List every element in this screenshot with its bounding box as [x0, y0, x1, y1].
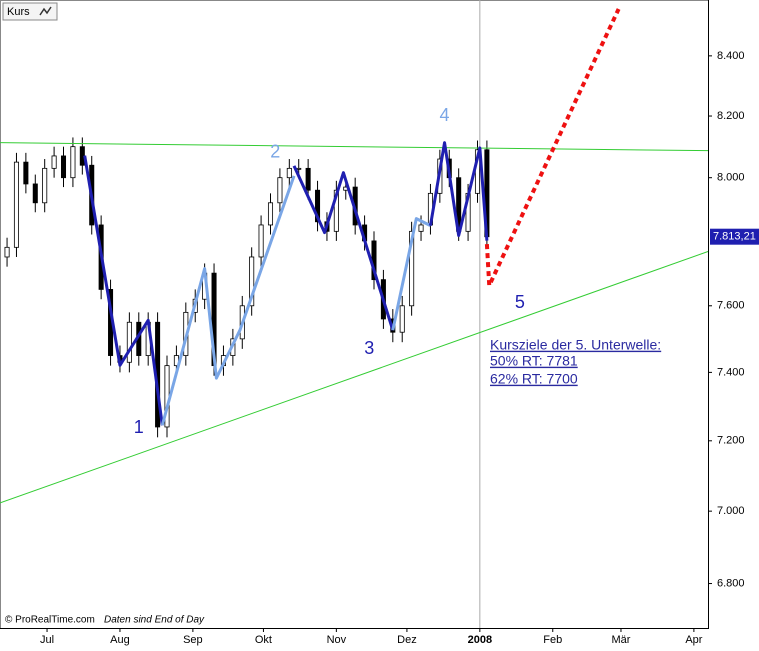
- candle-body: [315, 189, 321, 223]
- x-tick-label: Aug: [110, 634, 130, 646]
- candle-body: [258, 224, 264, 258]
- candle-body: [399, 305, 405, 333]
- y-tick-label: 8.400: [717, 50, 745, 62]
- candle-body: [126, 321, 132, 363]
- x-tick-label: 2008: [468, 634, 492, 646]
- candle-body: [51, 155, 57, 169]
- y-tick-label: 8.000: [717, 172, 745, 184]
- trend-line: [428, 141, 489, 241]
- candle-body: [418, 224, 424, 232]
- y-tick-label: 7.000: [717, 505, 745, 517]
- candle-body: [70, 146, 76, 179]
- trend-line: [292, 165, 395, 331]
- candle-body: [249, 256, 255, 307]
- last-price-label: 7.813,21: [713, 231, 756, 243]
- title-icon: [39, 6, 52, 16]
- x-tick-label: Nov: [327, 634, 347, 646]
- y-tick-label: 6.800: [717, 577, 745, 589]
- x-tick-label: Dez: [397, 634, 417, 646]
- target-50: 50% RT: 7781: [490, 353, 578, 369]
- candle-body: [267, 202, 274, 226]
- candle-body: [277, 177, 283, 204]
- wave-label: 2: [270, 141, 280, 161]
- target-heading: Kursziele der 5. Unterwelle:: [490, 337, 661, 353]
- x-tick-label: Feb: [543, 634, 562, 646]
- candle-body: [32, 183, 38, 204]
- source: © ProRealTime.com: [5, 615, 95, 626]
- candle-body: [409, 230, 415, 307]
- y-tick-label: 7.200: [717, 435, 745, 447]
- trend-line: [0, 251, 709, 504]
- candle-body: [4, 246, 10, 258]
- trend-line: [160, 175, 296, 426]
- x-tick-label: Jul: [40, 634, 54, 646]
- candle-body: [60, 155, 67, 179]
- candle-body: [13, 161, 19, 248]
- x-tick-label: Apr: [685, 634, 702, 646]
- candle-body: [42, 167, 48, 204]
- note: Daten sind End of Day: [104, 615, 205, 626]
- projection-line: [484, 8, 621, 288]
- chart-title: Kurs: [7, 6, 30, 18]
- candle-body: [305, 167, 311, 191]
- x-tick-label: Sep: [183, 634, 203, 646]
- y-tick-label: 7.400: [717, 366, 745, 378]
- last-price-box: [710, 228, 759, 245]
- x-tick-label: Mär: [611, 634, 630, 646]
- x-tick-label: Okt: [255, 634, 272, 646]
- y-tick-label: 8.200: [717, 110, 745, 122]
- title-box[interactable]: [2, 2, 58, 21]
- wave-label: 4: [440, 105, 450, 125]
- wave-label: 1: [134, 417, 144, 437]
- candle-body: [296, 167, 302, 170]
- trend-line: [391, 217, 432, 331]
- candle-body: [286, 167, 292, 179]
- candle-body: [23, 161, 29, 185]
- target-62: 62% RT: 7700: [490, 371, 578, 387]
- trend-line: [0, 142, 709, 152]
- wave-label: 5: [515, 292, 525, 312]
- trend-line: [83, 155, 164, 426]
- wave-label: 3: [364, 338, 374, 358]
- y-tick-label: 7.600: [717, 300, 745, 312]
